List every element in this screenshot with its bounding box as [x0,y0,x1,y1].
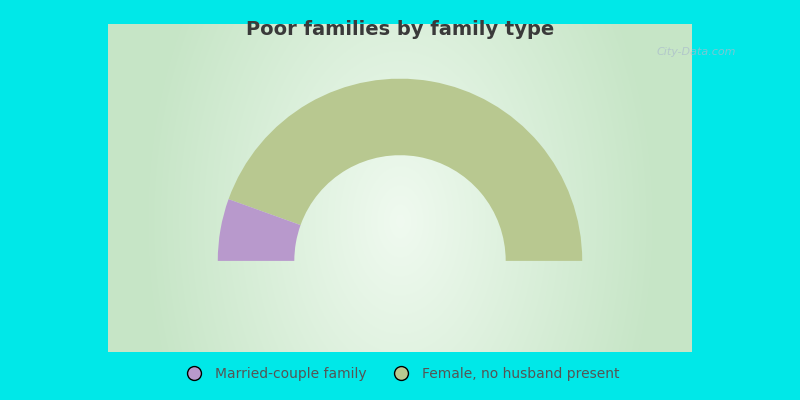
Text: City-Data.com: City-Data.com [656,47,736,57]
Text: Poor families by family type: Poor families by family type [246,20,554,39]
Legend: Married-couple family, Female, no husband present: Married-couple family, Female, no husban… [174,362,626,386]
Wedge shape [218,199,301,261]
Wedge shape [229,79,582,261]
